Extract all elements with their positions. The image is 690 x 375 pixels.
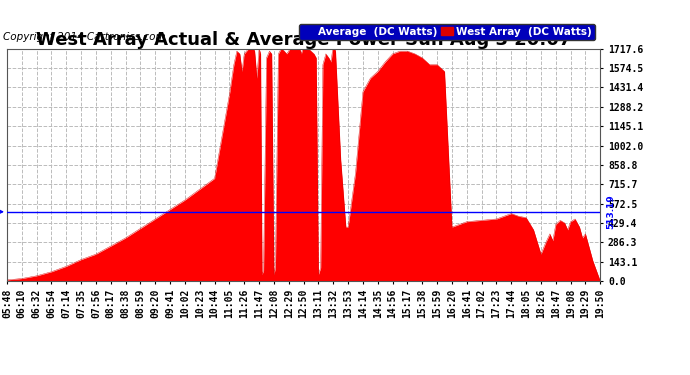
Text: 513.19: 513.19 — [0, 194, 1, 229]
Legend: Average  (DC Watts), West Array  (DC Watts): Average (DC Watts), West Array (DC Watts… — [299, 24, 595, 40]
Title: West Array Actual & Average Power Sun Aug 3 20:07: West Array Actual & Average Power Sun Au… — [36, 31, 571, 49]
Text: Copyright 2014 Cartronics.com: Copyright 2014 Cartronics.com — [3, 32, 166, 42]
Text: 513.19: 513.19 — [607, 194, 615, 229]
